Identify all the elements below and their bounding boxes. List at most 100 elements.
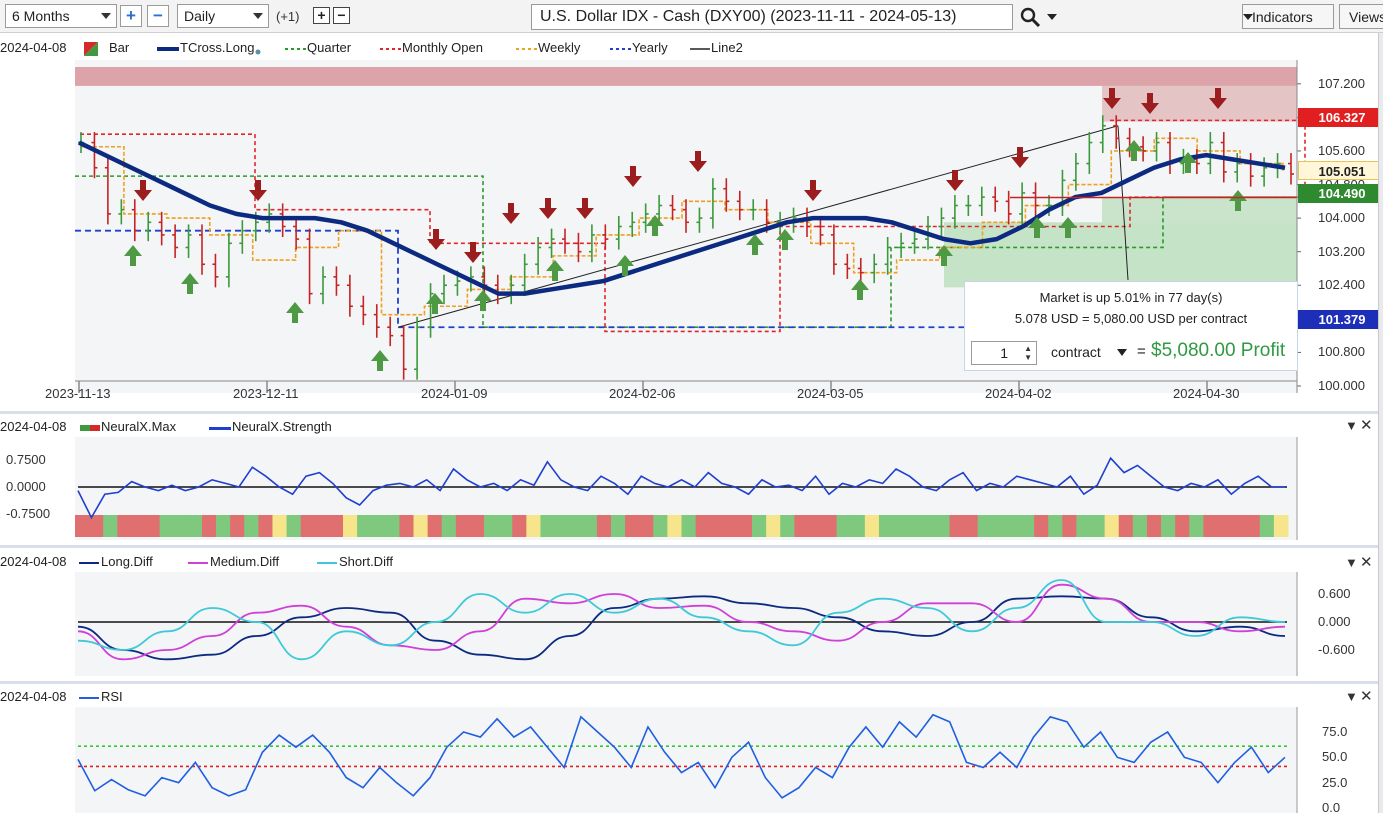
arrow-shape (616, 255, 634, 276)
price-bar (548, 228, 555, 258)
legend-tcross-long[interactable]: TCross.Long (180, 40, 255, 55)
buy-arrow-icon (426, 293, 444, 314)
y-tick-label: 100.800 (1318, 344, 1365, 360)
price-bar (91, 132, 98, 179)
arrow-shape (124, 245, 142, 266)
legend-weekly[interactable]: Weekly (538, 40, 581, 55)
neuralx-max-cell (1175, 515, 1190, 537)
search-icon[interactable] (1020, 7, 1042, 27)
sell-arrow-icon (134, 180, 152, 201)
range-select[interactable]: 6 Months (5, 4, 117, 28)
pane-menu-caret-icon[interactable]: ▼ (1345, 418, 1358, 433)
neuralx-max-cell (836, 515, 852, 537)
arrow-shape (1059, 217, 1077, 238)
legend-neuralx-max[interactable]: NeuralX.Max (101, 419, 177, 434)
yearly-tag: 101.379 (1298, 310, 1383, 329)
pane-divider[interactable] (0, 681, 1383, 684)
price-bar (427, 283, 434, 338)
legend-bar[interactable]: Bar (109, 40, 130, 55)
x-tick-label: 2024-02-06 (609, 386, 676, 401)
line-swatch-icon (516, 48, 538, 50)
quarter-line (75, 175, 1299, 329)
sell-arrow-icon (1141, 93, 1159, 114)
neuralx-max-cell (864, 515, 880, 537)
legend-line2[interactable]: Line2 (711, 40, 743, 55)
zoom-out-button[interactable]: − (147, 5, 169, 27)
quantity-stepper[interactable]: 1 ▲ ▼ (971, 341, 1037, 365)
price-bar (118, 199, 125, 225)
close-icon[interactable]: ✕ (1360, 417, 1373, 434)
add-button[interactable]: + (313, 7, 330, 24)
legend-neuralx-strength[interactable]: NeuralX.Strength (232, 419, 332, 434)
price-bar (333, 266, 340, 296)
neuralx-max-cell (1203, 515, 1218, 537)
interval-select[interactable]: Daily (177, 4, 269, 28)
chevron-down-icon (1243, 14, 1253, 20)
arrow-shape (427, 229, 445, 250)
legend-medium-diff[interactable]: Medium.Diff (210, 554, 280, 569)
neuralx-max-cell (75, 515, 90, 537)
neuralx-max-cell (1245, 515, 1261, 537)
chevron-down-icon (101, 13, 111, 19)
price-bar (104, 157, 111, 225)
price-bar (683, 199, 689, 233)
legend-rsi[interactable]: RSI (101, 689, 123, 704)
sell-arrow-icon (502, 203, 520, 224)
pane-menu-caret-icon[interactable]: ▼ (1345, 555, 1358, 570)
neuralx-max-cell (850, 515, 866, 537)
chevron-down-icon[interactable] (1046, 13, 1058, 21)
neuralx-max-cell (173, 515, 189, 537)
close-icon[interactable]: ✕ (1360, 688, 1373, 705)
pane-divider[interactable] (0, 545, 1383, 548)
buy-arrow-icon (935, 245, 953, 266)
legend-quarter[interactable]: Quarter (307, 40, 352, 55)
chevron-down-icon[interactable] (1117, 349, 1127, 356)
legend-long-diff[interactable]: Long.Diff (101, 554, 153, 569)
neuralx-max-cell (1273, 515, 1289, 537)
buy-arrow-icon (124, 245, 142, 266)
neuralx-max-cell (216, 515, 231, 537)
buy-arrow-icon (1229, 190, 1247, 211)
legend-monthly-open[interactable]: Monthly Open (402, 40, 483, 55)
price-bar (521, 253, 528, 296)
neuralx-max-cell (427, 515, 443, 537)
views-menu[interactable]: Views (1339, 4, 1383, 29)
neuralx-max-cell (794, 515, 809, 537)
zoom-in-button[interactable]: + (120, 5, 142, 27)
price-bar (306, 228, 313, 305)
pane-date: 2024-04-08 (0, 40, 67, 55)
y-tick-label: 103.200 (1318, 243, 1365, 259)
neuralx-max-cell (201, 515, 217, 537)
neuralx-max-cell (399, 515, 415, 537)
price-bar (172, 224, 179, 258)
close-icon[interactable]: ✕ (1360, 554, 1373, 571)
neuralx-max-cell (145, 515, 161, 537)
neuralx-max-cell (610, 515, 626, 537)
unit-select[interactable]: contract (1051, 344, 1101, 360)
neuralx-max-cell (1048, 515, 1063, 537)
right-scrollbar[interactable] (1378, 33, 1383, 813)
legend-yearly[interactable]: Yearly (632, 40, 668, 55)
neuralx-max-cell (540, 515, 556, 537)
neuralx-max-cell (737, 515, 753, 537)
neuralx-max-cell (1161, 515, 1176, 537)
price-bar (131, 199, 138, 242)
legend-short-diff[interactable]: Short.Diff (339, 554, 393, 569)
main-legend: 2024-04-08 Bar TCross.Long Quarter Month… (0, 40, 800, 58)
price-bar (1288, 153, 1294, 185)
pane-divider[interactable] (0, 411, 1383, 414)
neuralx-max-cell (1005, 515, 1021, 537)
indicators-menu[interactable]: Indicators (1242, 4, 1334, 29)
price-bar (736, 190, 743, 221)
stepper-arrows-icon[interactable]: ▲ ▼ (1024, 344, 1032, 362)
sell-arrow-icon (1011, 147, 1029, 168)
remove-button[interactable]: − (333, 7, 350, 24)
pane-menu-caret-icon[interactable]: ▼ (1345, 689, 1358, 704)
symbol-title[interactable]: U.S. Dollar IDX - Cash (DXY00) (2023-11-… (531, 4, 1013, 30)
neuralx-max-cell (625, 515, 640, 537)
sell-arrow-icon (427, 229, 445, 250)
dot-icon (255, 49, 261, 55)
buy-arrow-icon (371, 350, 389, 371)
neuralx-max-cell (455, 515, 471, 537)
